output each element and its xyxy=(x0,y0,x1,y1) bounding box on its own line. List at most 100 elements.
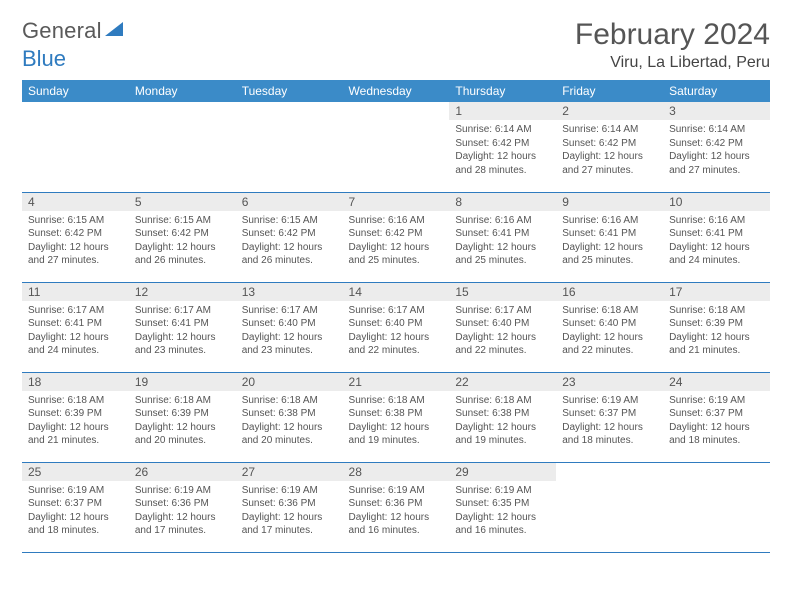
daylight-line2: and 22 minutes. xyxy=(349,344,444,358)
day-number: 25 xyxy=(22,463,129,481)
day-number: 29 xyxy=(449,463,556,481)
calendar-page: General February 2024 Viru, La Libertad,… xyxy=(0,0,792,553)
calendar-row: 25Sunrise: 6:19 AMSunset: 6:37 PMDayligh… xyxy=(22,462,770,552)
daylight-line1: Daylight: 12 hours xyxy=(242,421,337,435)
calendar-cell: 23Sunrise: 6:19 AMSunset: 6:37 PMDayligh… xyxy=(556,372,663,462)
daylight-line2: and 24 minutes. xyxy=(28,344,123,358)
day-number: 1 xyxy=(449,102,556,120)
sunset-text: Sunset: 6:42 PM xyxy=(242,227,337,241)
calendar-row: 18Sunrise: 6:18 AMSunset: 6:39 PMDayligh… xyxy=(22,372,770,462)
sunset-text: Sunset: 6:42 PM xyxy=(135,227,230,241)
daylight-line1: Daylight: 12 hours xyxy=(349,331,444,345)
calendar-cell: 27Sunrise: 6:19 AMSunset: 6:36 PMDayligh… xyxy=(236,462,343,552)
sunrise-text: Sunrise: 6:16 AM xyxy=(349,214,444,228)
sunset-text: Sunset: 6:35 PM xyxy=(455,497,550,511)
day-number: 7 xyxy=(343,193,450,211)
sunrise-text: Sunrise: 6:16 AM xyxy=(669,214,764,228)
daylight-line1: Daylight: 12 hours xyxy=(135,421,230,435)
sunrise-text: Sunrise: 6:17 AM xyxy=(349,304,444,318)
sunset-text: Sunset: 6:41 PM xyxy=(562,227,657,241)
daylight-line1: Daylight: 12 hours xyxy=(242,331,337,345)
sunrise-text: Sunrise: 6:17 AM xyxy=(455,304,550,318)
sunset-text: Sunset: 6:39 PM xyxy=(135,407,230,421)
daylight-line1: Daylight: 12 hours xyxy=(349,241,444,255)
daylight-line2: and 20 minutes. xyxy=(242,434,337,448)
daylight-line1: Daylight: 12 hours xyxy=(28,511,123,525)
sunset-text: Sunset: 6:42 PM xyxy=(455,137,550,151)
calendar-cell: 13Sunrise: 6:17 AMSunset: 6:40 PMDayligh… xyxy=(236,282,343,372)
calendar-cell xyxy=(129,102,236,192)
day-body: Sunrise: 6:18 AMSunset: 6:38 PMDaylight:… xyxy=(236,391,343,452)
sunrise-text: Sunrise: 6:17 AM xyxy=(28,304,123,318)
day-number: 21 xyxy=(343,373,450,391)
daylight-line2: and 26 minutes. xyxy=(242,254,337,268)
sunset-text: Sunset: 6:37 PM xyxy=(562,407,657,421)
daylight-line2: and 16 minutes. xyxy=(349,524,444,538)
sunrise-text: Sunrise: 6:19 AM xyxy=(28,484,123,498)
daylight-line2: and 28 minutes. xyxy=(455,164,550,178)
daylight-line2: and 25 minutes. xyxy=(349,254,444,268)
sunset-text: Sunset: 6:41 PM xyxy=(28,317,123,331)
dayname-wed: Wednesday xyxy=(343,80,450,102)
sunset-text: Sunset: 6:42 PM xyxy=(562,137,657,151)
sunset-text: Sunset: 6:39 PM xyxy=(28,407,123,421)
sunset-text: Sunset: 6:38 PM xyxy=(349,407,444,421)
day-body: Sunrise: 6:19 AMSunset: 6:37 PMDaylight:… xyxy=(556,391,663,452)
daylight-line1: Daylight: 12 hours xyxy=(28,241,123,255)
sunset-text: Sunset: 6:40 PM xyxy=(242,317,337,331)
daylight-line2: and 22 minutes. xyxy=(455,344,550,358)
day-body: Sunrise: 6:18 AMSunset: 6:39 PMDaylight:… xyxy=(22,391,129,452)
day-body: Sunrise: 6:16 AMSunset: 6:41 PMDaylight:… xyxy=(663,211,770,272)
daylight-line2: and 21 minutes. xyxy=(669,344,764,358)
day-body: Sunrise: 6:18 AMSunset: 6:39 PMDaylight:… xyxy=(129,391,236,452)
calendar-cell: 5Sunrise: 6:15 AMSunset: 6:42 PMDaylight… xyxy=(129,192,236,282)
day-number: 18 xyxy=(22,373,129,391)
sunrise-text: Sunrise: 6:15 AM xyxy=(242,214,337,228)
day-number: 20 xyxy=(236,373,343,391)
daylight-line1: Daylight: 12 hours xyxy=(669,150,764,164)
sunset-text: Sunset: 6:41 PM xyxy=(135,317,230,331)
sunset-text: Sunset: 6:38 PM xyxy=(242,407,337,421)
brand-logo: General xyxy=(22,18,123,44)
daylight-line2: and 27 minutes. xyxy=(562,164,657,178)
day-body: Sunrise: 6:16 AMSunset: 6:41 PMDaylight:… xyxy=(556,211,663,272)
daylight-line2: and 27 minutes. xyxy=(669,164,764,178)
day-number: 22 xyxy=(449,373,556,391)
day-body: Sunrise: 6:17 AMSunset: 6:40 PMDaylight:… xyxy=(236,301,343,362)
calendar-cell: 20Sunrise: 6:18 AMSunset: 6:38 PMDayligh… xyxy=(236,372,343,462)
sunrise-text: Sunrise: 6:18 AM xyxy=(562,304,657,318)
day-body: Sunrise: 6:16 AMSunset: 6:42 PMDaylight:… xyxy=(343,211,450,272)
daylight-line2: and 23 minutes. xyxy=(242,344,337,358)
calendar-cell: 25Sunrise: 6:19 AMSunset: 6:37 PMDayligh… xyxy=(22,462,129,552)
sunset-text: Sunset: 6:41 PM xyxy=(669,227,764,241)
day-body: Sunrise: 6:17 AMSunset: 6:40 PMDaylight:… xyxy=(449,301,556,362)
brand-logo-line2: Blue xyxy=(22,46,770,72)
calendar-cell xyxy=(343,102,450,192)
sunrise-text: Sunrise: 6:18 AM xyxy=(455,394,550,408)
day-number: 17 xyxy=(663,283,770,301)
sunrise-text: Sunrise: 6:18 AM xyxy=(242,394,337,408)
daylight-line2: and 23 minutes. xyxy=(135,344,230,358)
sunrise-text: Sunrise: 6:19 AM xyxy=(135,484,230,498)
day-body: Sunrise: 6:19 AMSunset: 6:36 PMDaylight:… xyxy=(236,481,343,542)
day-number: 28 xyxy=(343,463,450,481)
day-body: Sunrise: 6:15 AMSunset: 6:42 PMDaylight:… xyxy=(22,211,129,272)
calendar-cell: 7Sunrise: 6:16 AMSunset: 6:42 PMDaylight… xyxy=(343,192,450,282)
calendar-cell: 26Sunrise: 6:19 AMSunset: 6:36 PMDayligh… xyxy=(129,462,236,552)
sunrise-text: Sunrise: 6:19 AM xyxy=(349,484,444,498)
day-number: 27 xyxy=(236,463,343,481)
sunset-text: Sunset: 6:40 PM xyxy=(349,317,444,331)
daylight-line2: and 22 minutes. xyxy=(562,344,657,358)
calendar-cell xyxy=(556,462,663,552)
day-number: 4 xyxy=(22,193,129,211)
calendar-cell: 6Sunrise: 6:15 AMSunset: 6:42 PMDaylight… xyxy=(236,192,343,282)
sunrise-text: Sunrise: 6:14 AM xyxy=(562,123,657,137)
day-number: 2 xyxy=(556,102,663,120)
sunrise-text: Sunrise: 6:15 AM xyxy=(135,214,230,228)
calendar-row: 4Sunrise: 6:15 AMSunset: 6:42 PMDaylight… xyxy=(22,192,770,282)
daylight-line2: and 21 minutes. xyxy=(28,434,123,448)
dayname-sat: Saturday xyxy=(663,80,770,102)
calendar-cell: 29Sunrise: 6:19 AMSunset: 6:35 PMDayligh… xyxy=(449,462,556,552)
sunrise-text: Sunrise: 6:17 AM xyxy=(135,304,230,318)
sunrise-text: Sunrise: 6:18 AM xyxy=(135,394,230,408)
